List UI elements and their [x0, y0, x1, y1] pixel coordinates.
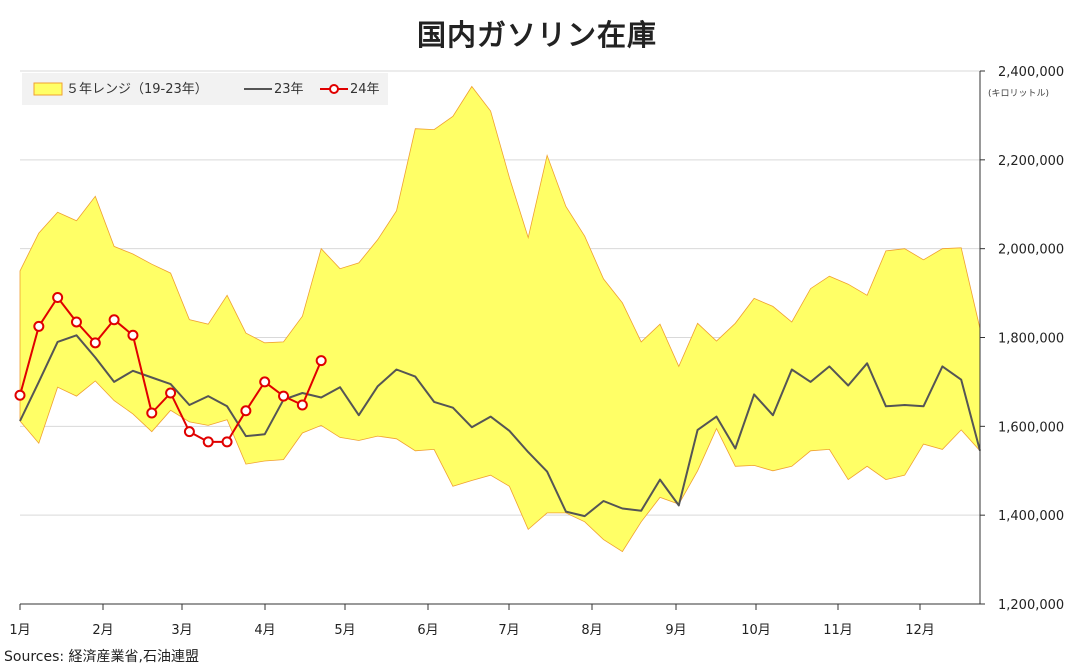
x-tick-label: 11月 [823, 623, 853, 638]
legend-23-label: 23年 [274, 82, 304, 97]
legend: ５年レンジ（19-23年） 23年 24年 [22, 73, 388, 105]
series-24-point [14, 389, 26, 401]
range-band-area [19, 85, 981, 553]
y-tick-label: 2,400,000 [998, 65, 1064, 80]
series-24-point [278, 390, 290, 402]
x-tick-label: 12月 [905, 623, 935, 638]
x-tick-label: 2月 [92, 623, 113, 638]
legend-band-label: ５年レンジ（19-23年） [66, 82, 208, 97]
y-tick-label: 2,000,000 [998, 243, 1064, 258]
x-tick-label: 10月 [741, 623, 771, 638]
x-tick-label: 4月 [254, 623, 275, 638]
series-24-layer [14, 292, 327, 448]
series-24-point [89, 337, 101, 349]
series-24-point [259, 376, 271, 388]
series-24-point [202, 436, 214, 448]
series-24-point [146, 407, 158, 419]
series-24-point [52, 292, 64, 304]
series-24-point [127, 329, 139, 341]
series-24-point [108, 314, 120, 326]
y-tick-label: 1,800,000 [998, 332, 1064, 347]
x-tick-label: 6月 [417, 623, 438, 638]
y-tick-label: 1,200,000 [998, 598, 1064, 613]
x-tick-label: 8月 [581, 623, 602, 638]
x-tick-label: 5月 [334, 623, 355, 638]
series-24-point [315, 355, 327, 367]
series-24-point [33, 320, 45, 332]
series-24-point [221, 436, 233, 448]
source-note: Sources: 経済産業省,石油連盟 [4, 649, 199, 665]
legend-24-label: 24年 [350, 82, 380, 97]
unit-label: (キロリットル) [988, 89, 1049, 99]
range-band-layer [19, 85, 981, 553]
legend-band-swatch [33, 82, 63, 96]
series-24-point [183, 426, 195, 438]
y-tick-label: 2,200,000 [998, 154, 1064, 169]
chart-title: 国内ガソリン在庫 [416, 18, 657, 52]
x-tick-label: 3月 [171, 623, 192, 638]
axes-layer: 1,200,000 1,400,000 1,600,000 1,800,000 2,00… [9, 65, 1064, 638]
x-tick-label: 1月 [9, 623, 30, 638]
legend-24-marker [329, 84, 339, 94]
series-23-layer [19, 334, 981, 518]
y-tick-label: 1,600,000 [998, 420, 1064, 435]
series-24-point [70, 316, 82, 328]
series-24-point [240, 405, 252, 417]
y-tick-label: 1,400,000 [998, 509, 1064, 524]
series-23-line [19, 334, 981, 518]
x-tick-label: 7月 [498, 623, 519, 638]
series-24-point [296, 399, 308, 411]
series-24-point [165, 387, 177, 399]
x-tick-label: 9月 [665, 623, 686, 638]
